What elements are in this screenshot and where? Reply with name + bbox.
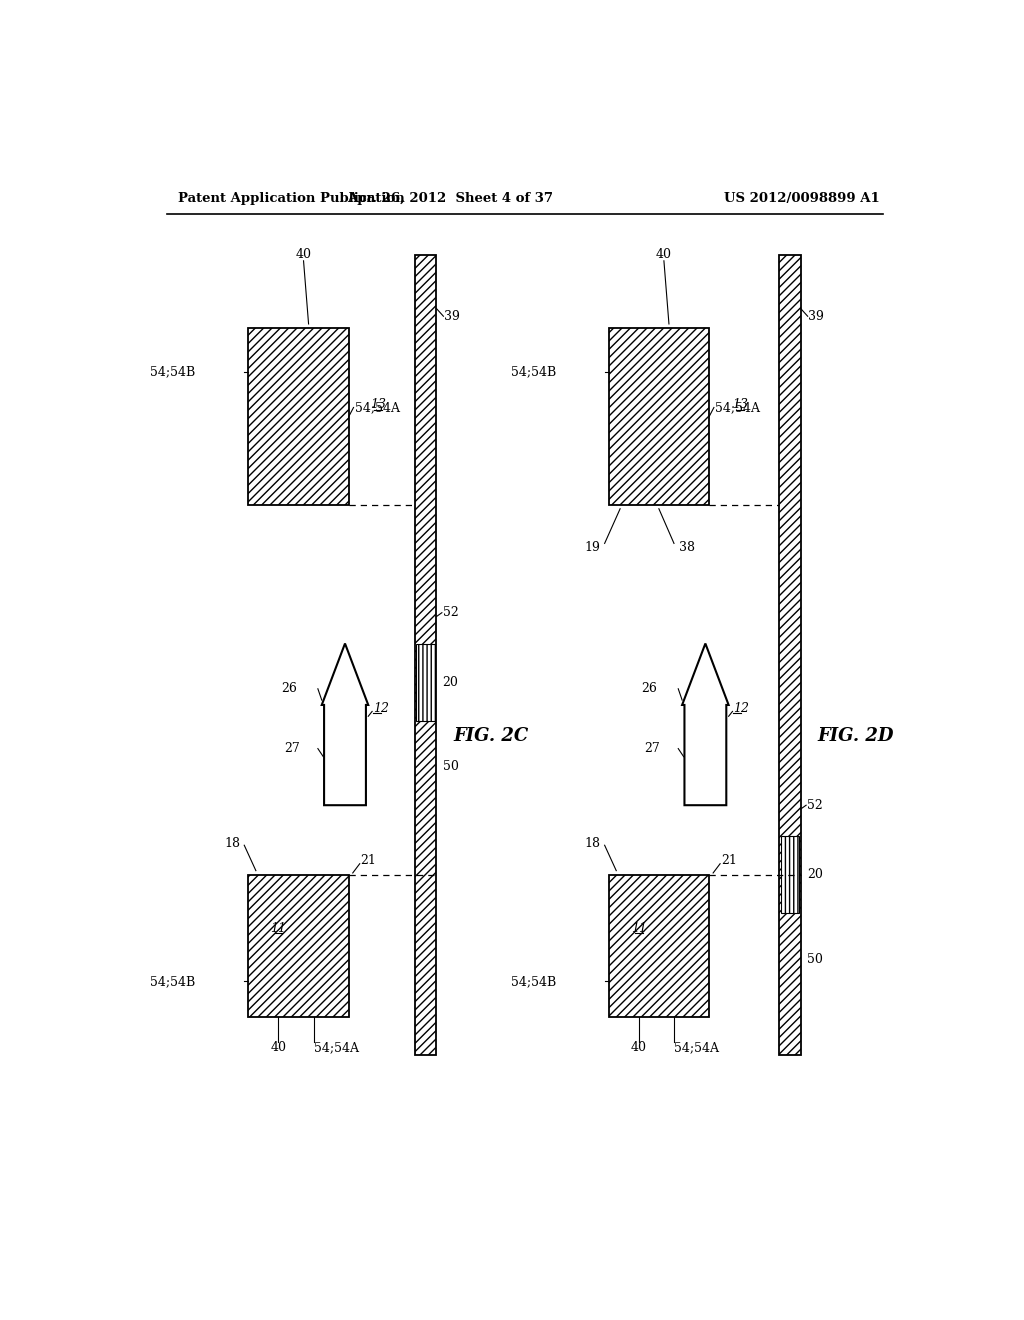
- Text: 40: 40: [631, 1041, 647, 1055]
- Text: 54;54B: 54;54B: [151, 975, 196, 987]
- Text: 13: 13: [732, 399, 749, 412]
- Text: 18: 18: [224, 837, 241, 850]
- Text: FIG. 2C: FIG. 2C: [454, 727, 528, 744]
- Text: 13: 13: [370, 399, 386, 412]
- Text: FIG. 2D: FIG. 2D: [818, 727, 894, 744]
- Text: 26: 26: [641, 682, 657, 696]
- Text: 39: 39: [444, 310, 460, 323]
- Text: 54;54B: 54;54B: [511, 366, 556, 379]
- Text: 39: 39: [809, 310, 824, 323]
- Text: 54;54A: 54;54A: [313, 1041, 358, 1055]
- Bar: [248, 327, 349, 506]
- Bar: [779, 255, 801, 1056]
- Text: 54;54A: 54;54A: [674, 1041, 719, 1055]
- Text: Patent Application Publication: Patent Application Publication: [178, 191, 406, 205]
- Text: 54;54B: 54;54B: [151, 366, 196, 379]
- Text: 26: 26: [281, 682, 297, 696]
- Text: 38: 38: [679, 541, 695, 554]
- Text: 11: 11: [631, 921, 647, 935]
- Text: 52: 52: [442, 606, 459, 619]
- Text: 50: 50: [807, 953, 822, 966]
- Text: 50: 50: [442, 760, 459, 774]
- Bar: [780, 836, 799, 913]
- Text: 12: 12: [373, 702, 389, 714]
- Bar: [608, 875, 710, 1016]
- Text: 21: 21: [721, 854, 736, 867]
- Text: 52: 52: [807, 799, 822, 812]
- Polygon shape: [682, 644, 729, 805]
- Text: 18: 18: [585, 837, 601, 850]
- Text: 21: 21: [360, 854, 377, 867]
- Text: 27: 27: [285, 742, 300, 755]
- Text: 19: 19: [585, 541, 601, 554]
- Text: 54;54A: 54;54A: [716, 401, 761, 414]
- Text: 40: 40: [656, 248, 672, 261]
- Text: 20: 20: [807, 869, 822, 880]
- Text: 11: 11: [270, 921, 287, 935]
- Text: 54;54B: 54;54B: [511, 975, 556, 987]
- Text: 12: 12: [733, 702, 750, 714]
- Bar: [415, 255, 436, 1056]
- Text: 54;54A: 54;54A: [355, 401, 400, 414]
- Text: Apr. 26, 2012  Sheet 4 of 37: Apr. 26, 2012 Sheet 4 of 37: [347, 191, 553, 205]
- Polygon shape: [322, 644, 369, 805]
- Text: 40: 40: [296, 248, 311, 261]
- Text: 27: 27: [645, 742, 660, 755]
- Text: 40: 40: [270, 1041, 287, 1055]
- Bar: [608, 327, 710, 506]
- Bar: [417, 644, 435, 721]
- Text: 20: 20: [442, 676, 459, 689]
- Text: US 2012/0098899 A1: US 2012/0098899 A1: [724, 191, 880, 205]
- Bar: [248, 875, 349, 1016]
